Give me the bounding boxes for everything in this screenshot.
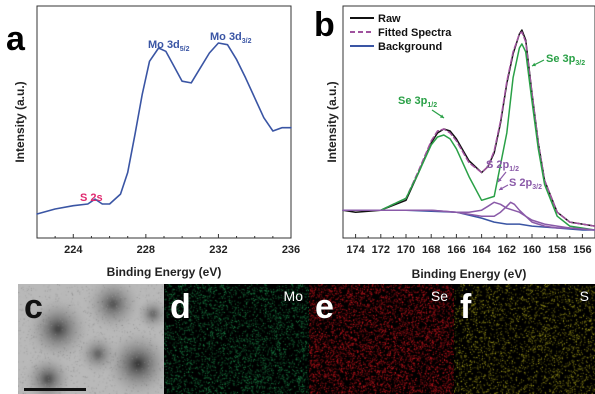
panel-a-xps-mo3d: a 224 228 232 236 Mo 3d5/2Mo 3d3/2S 2s Bind… <box>6 5 300 279</box>
panel-d-element-label: Mo <box>283 288 303 304</box>
panel-a-peak-label-text: Mo 3d <box>210 31 242 43</box>
panel-a-xtick-label: 236 <box>282 244 300 256</box>
panel-b-peak-label-text: S 2p <box>486 159 510 171</box>
panel-f-s-map: f S <box>454 284 595 394</box>
panel-b-peak-label-text: S 2p <box>509 177 533 189</box>
panel-b-xtick-label: 168 <box>422 244 440 256</box>
panel-b-annotations: Se 3p3/2Se 3p1/2S 2p1/2S 2p3/2 <box>398 53 585 191</box>
panel-a-peak-label-sub: 5/2 <box>180 46 190 53</box>
panel-a-ylabel: Intensity (a.u.) <box>13 81 27 162</box>
panel-a-series <box>36 42 292 215</box>
panel-b-xps-se3p-s2p: b 174 172 170 168 166 164 162 160 158 156 Se 3p3/… <box>314 5 595 281</box>
panel-a-letter: a <box>6 20 26 58</box>
panel-b-xtick-label: 162 <box>498 244 516 256</box>
panel-b-peak-arrowhead <box>532 62 536 67</box>
panel-b-xtick-label: 160 <box>523 244 541 256</box>
scale-bar <box>24 388 86 391</box>
panel-b-peak-label-sub: 3/2 <box>575 60 585 67</box>
panel-b-xlabel: Binding Energy (eV) <box>412 267 527 281</box>
panel-c-tem-image: c <box>18 284 164 394</box>
panel-a-peak-label: S 2s <box>80 192 103 204</box>
panel-b-peak-label-sub: 1/2 <box>509 166 519 173</box>
panel-b-peak-arrowhead <box>498 178 502 182</box>
panel-e-se-map: e Se <box>309 284 454 394</box>
legend-label: Raw <box>378 13 401 25</box>
panel-e-element-label: Se <box>430 288 448 304</box>
panel-a-peak-label-text: S 2s <box>80 192 103 204</box>
panel-b-xtick-label: 174 <box>346 244 365 256</box>
panel-b-peak-label-text: Se 3p <box>546 53 576 65</box>
panel-b-peak-arrowhead <box>499 186 503 190</box>
legend-label: Background <box>378 41 442 53</box>
panel-b-peak-label-sub: 1/2 <box>427 102 437 109</box>
panel-b-xtick-label: 172 <box>372 244 390 256</box>
panel-b-series <box>342 29 595 231</box>
legend-label: Fitted Spectra <box>378 27 452 39</box>
panel-a-series-line-0 <box>36 42 292 215</box>
panel-b-series-line-5 <box>342 201 595 231</box>
panel-b-xtick-label: 170 <box>397 244 415 256</box>
panel-b-peak-arrowhead <box>440 114 444 118</box>
panel-a-xlabel: Binding Energy (eV) <box>107 265 222 279</box>
panel-a-xtick-label: 228 <box>137 244 155 256</box>
panel-a-peak-label: Mo 3d5/2 <box>148 39 190 53</box>
panel-d-mo-map: d Mo <box>164 284 309 394</box>
panel-b-series-line-3 <box>342 43 595 231</box>
panel-f-letter: f <box>460 288 472 326</box>
panel-b-series-line-4 <box>342 201 595 231</box>
se-map-texture <box>309 284 454 394</box>
panel-b-ticks: 174 172 170 168 166 164 162 160 158 156 <box>342 234 595 256</box>
s-map-texture <box>454 284 595 394</box>
panel-a-peak-label: Mo 3d3/2 <box>210 31 252 45</box>
panel-b-peak-label: S 2p3/2 <box>509 177 542 191</box>
panel-a-annotations: Mo 3d5/2Mo 3d3/2S 2s <box>80 31 252 204</box>
tem-texture <box>18 284 164 394</box>
panel-b-xtick-label: 166 <box>447 244 465 256</box>
panel-b-xtick-label: 164 <box>472 244 491 256</box>
panel-a-ticks: 224 228 232 236 <box>36 234 300 256</box>
panel-b-peak-label: S 2p1/2 <box>486 159 519 173</box>
mo-map-texture <box>164 284 309 394</box>
panel-b-peak-label-text: Se 3p <box>398 95 428 107</box>
panel-a-xtick-label: 232 <box>209 244 227 256</box>
panel-e-letter: e <box>315 288 334 326</box>
panel-b-peak-label: Se 3p3/2 <box>546 53 585 67</box>
panel-b-peak-label: Se 3p1/2 <box>398 95 437 109</box>
panel-b-xtick-label: 156 <box>573 244 591 256</box>
panel-b-series-line-1 <box>342 31 595 227</box>
panel-a-peak-label-text: Mo 3d <box>148 39 180 51</box>
panel-a-xtick-label: 224 <box>64 244 83 256</box>
panel-b-peak-label-sub: 3/2 <box>532 184 542 191</box>
panel-b-xtick-label: 158 <box>548 244 566 256</box>
panel-b-series-line-2 <box>342 209 595 231</box>
panel-b-letter: b <box>314 6 335 44</box>
panel-b-ylabel: Intensity (a.u.) <box>325 81 339 162</box>
panel-a-peak-label-sub: 3/2 <box>242 38 252 45</box>
panel-f-element-label: S <box>579 288 589 304</box>
panel-c-letter: c <box>24 288 43 326</box>
panel-d-letter: d <box>170 288 191 326</box>
panel-b-legend: Raw Fitted Spectra Background <box>350 13 452 53</box>
